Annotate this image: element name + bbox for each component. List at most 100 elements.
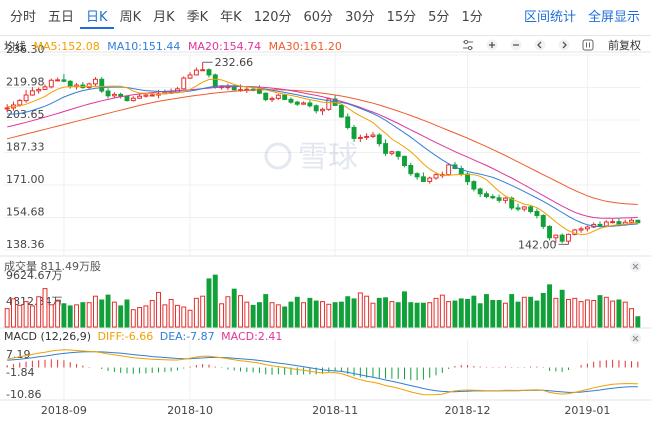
volume-bar — [540, 293, 546, 328]
volume-bar — [219, 303, 225, 328]
candle-body — [313, 105, 319, 112]
tab-9[interactable]: 30分 — [345, 10, 375, 25]
ma5-value: MA5:152.08 — [33, 40, 100, 53]
volume-bar — [193, 297, 199, 328]
volume-bar — [118, 305, 124, 328]
candle-body — [553, 234, 559, 239]
volume-bar — [395, 302, 401, 328]
volume-bar — [433, 297, 439, 328]
candle-body — [502, 197, 508, 201]
candle-body — [326, 98, 332, 110]
zoom-in-icon[interactable] — [484, 37, 500, 53]
pause-icon[interactable] — [580, 37, 596, 53]
tab-0[interactable]: 分时 — [10, 10, 37, 25]
tab-11[interactable]: 5分 — [428, 10, 450, 25]
volume-bar — [111, 301, 117, 328]
tab-8[interactable]: 60分 — [303, 10, 334, 25]
price-tick-label: 154.68 — [6, 206, 45, 219]
volume-bar — [67, 305, 73, 328]
scroll-left-icon[interactable] — [532, 37, 548, 53]
volume-bar — [465, 298, 471, 328]
period-tabs: 分时 五日 日K 周K 月K 季K 年K 120分 60分 30分 15分 5分 1分 — [4, 9, 489, 29]
zoom-out-icon[interactable] — [508, 37, 524, 53]
volume-bar — [55, 300, 61, 328]
candle-body — [433, 174, 439, 179]
candle-body — [471, 181, 477, 190]
volume-bar — [130, 309, 136, 328]
candle-body — [490, 196, 496, 199]
settings-icon[interactable] — [460, 37, 476, 53]
adjust-mode-button[interactable]: 前复权 — [608, 39, 641, 52]
candle-body — [294, 101, 300, 105]
candle-body — [48, 79, 54, 88]
candle-body — [528, 206, 534, 212]
range-stats-link[interactable]: 区间统计 — [524, 10, 577, 25]
candle-body — [130, 97, 136, 102]
candle-body — [36, 88, 42, 92]
volume-bar — [584, 299, 590, 328]
volume-bar — [301, 302, 307, 328]
volume-bar — [320, 301, 325, 328]
watermark-logo — [264, 142, 292, 170]
candle-body — [67, 80, 73, 88]
volume-bar — [332, 302, 338, 328]
volume-bar — [509, 294, 515, 328]
volume-bar — [521, 296, 527, 328]
volume-bar — [616, 299, 622, 328]
tab-12[interactable]: 1分 — [461, 10, 483, 25]
volume-bar — [29, 305, 35, 328]
close-volume-icon[interactable] — [630, 261, 641, 272]
candle-body — [301, 102, 307, 105]
candle-body — [307, 102, 313, 107]
fullscreen-link[interactable]: 全屏显示 — [588, 10, 641, 25]
close-macd-icon[interactable] — [630, 333, 641, 344]
volume-bar — [610, 300, 616, 328]
volume-bar — [86, 302, 92, 328]
volume-bar — [477, 303, 483, 328]
candle-body — [149, 94, 155, 97]
candle-body — [515, 207, 521, 210]
candle-body — [206, 69, 212, 76]
candle-body — [61, 79, 67, 82]
candle-body — [578, 228, 584, 231]
price-tick-label: 138.36 — [6, 238, 45, 251]
candle-body — [231, 86, 237, 91]
candle-body — [338, 104, 344, 118]
volume-bar — [156, 291, 161, 328]
candle-body — [111, 93, 117, 97]
volume-bar — [143, 305, 149, 328]
candle-body — [256, 88, 262, 94]
volume-bar — [383, 297, 389, 328]
macd-value: MACD:2.41 — [221, 330, 283, 343]
volume-bar — [92, 295, 98, 328]
volume-bar — [17, 304, 23, 328]
volume-bar — [389, 301, 395, 328]
volume-bar — [238, 295, 243, 328]
volume-bar — [338, 301, 344, 328]
candle-body — [42, 86, 48, 90]
tab-4[interactable]: 月K — [153, 10, 175, 25]
candle-body — [420, 176, 426, 182]
volume-bar — [288, 301, 294, 328]
tab-2[interactable]: 日K — [80, 9, 114, 29]
candle-body — [288, 98, 294, 103]
tab-6[interactable]: 年K — [220, 10, 242, 25]
tab-1[interactable]: 五日 — [48, 10, 75, 25]
price-tick-label: 171.00 — [6, 173, 45, 186]
scroll-right-icon[interactable] — [556, 37, 572, 53]
tab-5[interactable]: 季K — [186, 10, 209, 25]
tab-3[interactable]: 周K — [119, 10, 142, 25]
candle-body — [427, 177, 433, 182]
volume-bar — [484, 294, 489, 328]
tab-7[interactable]: 120分 — [253, 10, 292, 25]
volume-bar — [200, 295, 206, 328]
volume-bar — [496, 300, 502, 328]
volume-bar — [635, 316, 641, 328]
candle-body — [200, 69, 206, 72]
volume-bar — [534, 300, 540, 328]
candle-body — [137, 95, 143, 99]
volume-bar — [162, 304, 168, 328]
ma5-line — [7, 78, 638, 236]
tab-10[interactable]: 15分 — [386, 10, 417, 25]
candle-body — [17, 100, 23, 106]
